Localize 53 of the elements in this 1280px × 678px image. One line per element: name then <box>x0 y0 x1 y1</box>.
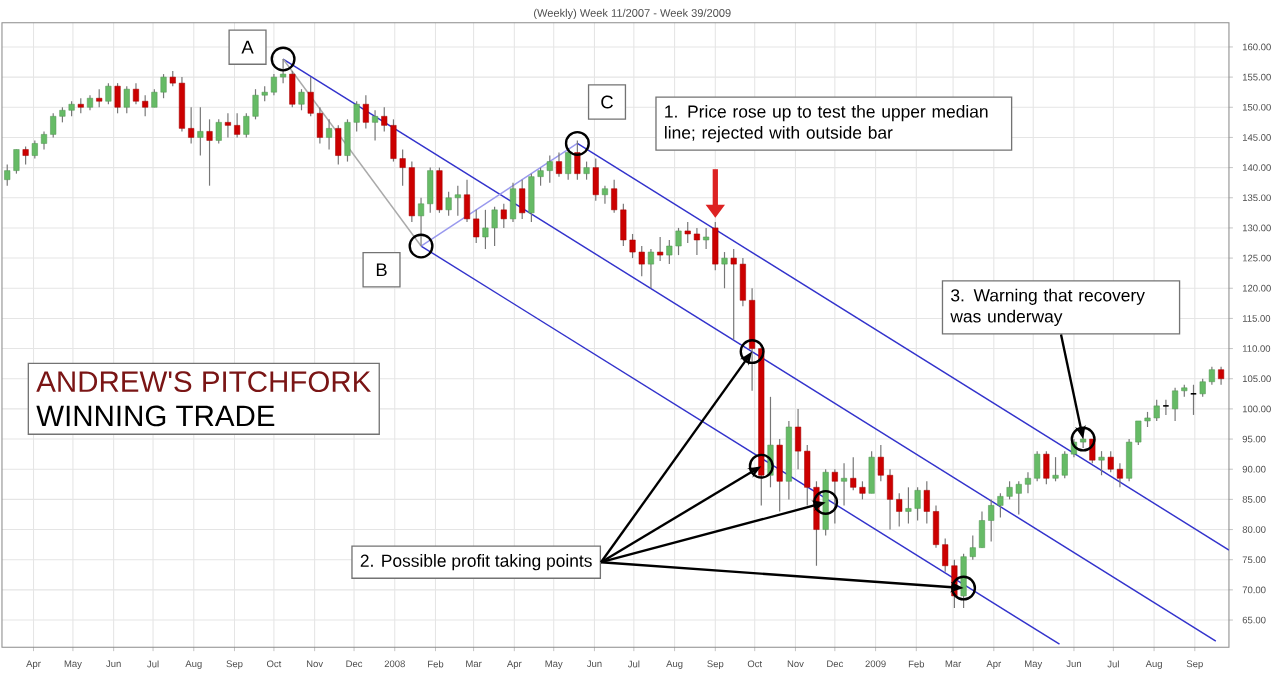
candlestick <box>1189 384 1198 416</box>
candlestick <box>105 82 112 105</box>
candlestick <box>712 221 719 271</box>
candlestick <box>96 88 103 108</box>
candlestick <box>776 438 783 513</box>
candlestick <box>206 118 213 187</box>
candlestick <box>289 70 296 108</box>
point <box>270 46 296 72</box>
annotation: ANDREW'S PITCHFORK <box>36 371 371 393</box>
candlestick <box>657 236 664 262</box>
point <box>813 489 839 516</box>
candlestick <box>500 203 507 229</box>
candlestick <box>841 462 848 507</box>
candlestick <box>114 82 121 114</box>
candlestick <box>647 248 654 289</box>
annotation: 1. Price rose up to test the upper median line; rejected with outside bar <box>665 105 988 143</box>
candlestick <box>1043 450 1050 485</box>
candlestick <box>721 251 728 289</box>
point <box>564 131 590 157</box>
candlestick <box>509 182 517 223</box>
candlestick <box>703 227 710 250</box>
candlestick <box>592 158 599 202</box>
annotation: B <box>376 263 387 277</box>
candlestick <box>831 468 838 525</box>
candlestick <box>868 450 875 495</box>
point <box>739 339 765 365</box>
annotation: C <box>601 95 613 109</box>
candlestick <box>123 85 130 114</box>
annotation: 2. Possible profit taking points <box>360 554 592 571</box>
point <box>408 233 434 259</box>
candlestick <box>583 161 590 181</box>
candlestick <box>215 118 222 145</box>
candlestick <box>197 106 204 157</box>
candlestick <box>1162 399 1170 416</box>
candlestick <box>519 179 526 220</box>
candlestick <box>362 94 369 130</box>
candlestick <box>601 185 608 205</box>
point <box>951 575 977 601</box>
annotation: A <box>241 40 254 54</box>
point <box>748 453 774 479</box>
candlestick <box>22 145 29 166</box>
candlestick <box>565 149 572 181</box>
candlestick <box>298 88 305 111</box>
candlestick <box>1098 450 1105 476</box>
candlestick <box>372 109 379 142</box>
annotation: WINNING TRADE <box>36 405 275 427</box>
candlestick <box>436 167 443 214</box>
candlestick <box>555 152 563 178</box>
candlestick <box>335 124 342 166</box>
candlestick <box>326 118 333 151</box>
point <box>1070 426 1096 452</box>
candlestick <box>1218 366 1225 386</box>
annotation: 3. Warning that recovery was underway <box>950 288 1145 327</box>
